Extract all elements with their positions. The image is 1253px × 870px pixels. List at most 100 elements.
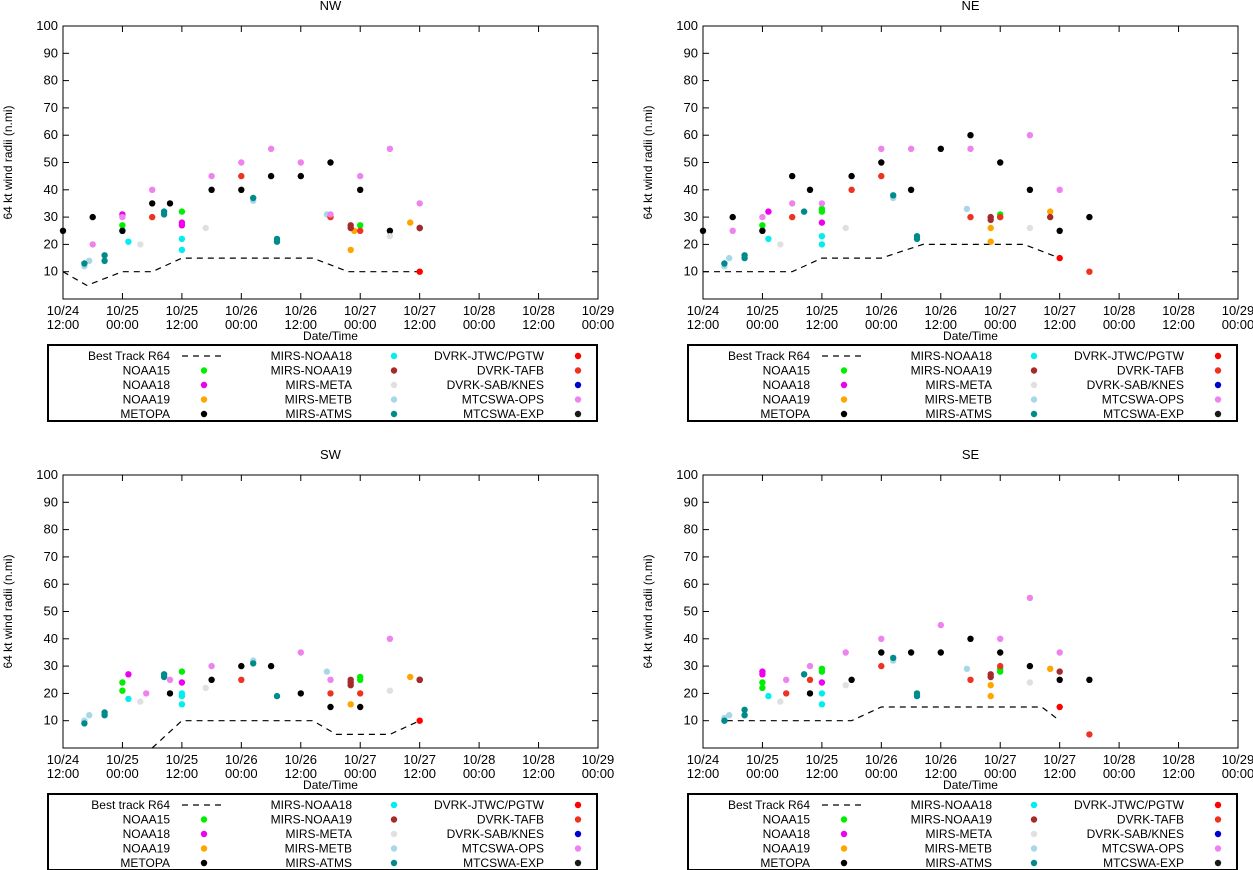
data-point (101, 252, 108, 259)
data-point (125, 238, 132, 245)
series-noaa19 (987, 665, 1054, 700)
plot-frame (702, 25, 1239, 300)
x-tick-label: 10/25 12:00 (166, 303, 199, 332)
data-point (937, 145, 944, 152)
x-tick-label: 10/28 00:00 (1103, 752, 1136, 781)
data-point (178, 222, 186, 229)
data-point (250, 660, 257, 667)
data-point (759, 222, 766, 229)
legend-label: MTCSWA-EXP (463, 407, 544, 421)
x-tick-label-date: 10/25 (106, 303, 139, 318)
y-tick-label: 60 (44, 127, 58, 142)
data-point (987, 682, 994, 689)
legend-dot-symbol (1030, 801, 1038, 809)
data-point (963, 205, 971, 213)
y-tick-label: 80 (684, 522, 698, 537)
data-point (386, 687, 394, 694)
data-point (386, 145, 394, 152)
legend-dot-symbol (840, 845, 848, 852)
x-tick-label-date: 10/25 (746, 752, 779, 767)
data-point (267, 662, 275, 670)
data-point (741, 706, 748, 713)
y-tick-label: 90 (684, 45, 698, 60)
x-tick-label-time: 00:00 (582, 317, 615, 332)
legend-dot-symbol (840, 381, 848, 389)
x-tick-label: 10/28 12:00 (1162, 752, 1195, 781)
data-point (800, 208, 808, 215)
data-point (907, 186, 915, 193)
legend-label: NOAA15 (123, 813, 171, 827)
data-point (125, 671, 132, 678)
x-tick-label-date: 10/27 (403, 303, 436, 318)
legend-label: NOAA18 (123, 378, 171, 392)
data-point (890, 192, 897, 199)
data-point (806, 690, 814, 697)
data-point (806, 676, 814, 683)
series-mirs-noaa18 (765, 690, 826, 708)
x-tick-label-time: 00:00 (865, 317, 898, 332)
legend-label: DVRK-SAB/KNES (1087, 827, 1184, 841)
data-point (913, 692, 921, 700)
legend-label: MIRS-METB (925, 393, 992, 407)
data-point (143, 690, 150, 697)
x-axis-label: Date/Time (943, 329, 998, 343)
best-track-line (151, 720, 420, 749)
legend-label: MTCSWA-EXP (1103, 856, 1184, 870)
data-point (238, 186, 245, 193)
data-point (347, 682, 354, 689)
data-point (967, 213, 974, 221)
x-tick-label: 10/28 00:00 (463, 303, 496, 332)
legend-dot-symbol (1030, 830, 1038, 838)
data-point (777, 698, 784, 705)
x-tick-label-date: 10/28 (1162, 303, 1195, 318)
data-point (416, 268, 423, 275)
data-point (783, 690, 790, 697)
data-point (119, 222, 126, 229)
legend-frame (47, 344, 598, 422)
series-mirs-noaa18 (125, 235, 186, 254)
x-tick-label-date: 10/28 (463, 303, 496, 318)
x-tick-label-time: 12:00 (166, 766, 199, 781)
data-point (1086, 213, 1093, 221)
x-tick-label-date: 10/26 (865, 752, 898, 767)
legend-label: MIRS-NOAA18 (271, 798, 353, 812)
x-tick-label: 10/25 00:00 (746, 752, 779, 781)
legend-dot-symbol (840, 396, 848, 403)
x-tick-label: 10/26 12:00 (285, 752, 318, 781)
legend-label: MTCSWA-OPS (1102, 393, 1184, 407)
data-point (759, 684, 766, 692)
x-tick-label-time: 12:00 (687, 766, 720, 781)
x-axis-label: Date/Time (943, 778, 998, 792)
data-point (987, 692, 994, 700)
data-point (357, 690, 364, 697)
x-tick-label: 10/24 12:00 (687, 752, 720, 781)
legend-label: MIRS-ATMS (926, 856, 992, 870)
data-point (842, 224, 849, 232)
data-point (347, 246, 354, 254)
x-tick-label-time: 12:00 (285, 766, 318, 781)
legend-dot-symbol (200, 410, 208, 418)
x-tick-label-date: 10/27 (344, 303, 377, 318)
legend-dot-symbol (1030, 845, 1038, 852)
data-point (357, 222, 364, 229)
legend-label: Best track R64 (91, 798, 170, 812)
x-tick-label-date: 10/27 (1043, 303, 1076, 318)
legend-dot-symbol (574, 816, 582, 823)
data-point (160, 673, 168, 681)
data-point (149, 186, 156, 193)
x-tick-label: 10/24 12:00 (47, 752, 80, 781)
x-tick-label: 10/27 12:00 (403, 752, 436, 781)
x-tick-label: 10/26 00:00 (865, 752, 898, 781)
legend-dot-symbol (1214, 816, 1222, 823)
data-point (997, 159, 1004, 166)
data-point (765, 692, 772, 700)
data-point (357, 676, 364, 683)
x-tick-label: 10/24 12:00 (687, 303, 720, 332)
data-point (721, 717, 728, 724)
x-tick-label-date: 10/26 (285, 303, 318, 318)
data-point (759, 213, 766, 221)
legend-label: MTCSWA-OPS (462, 393, 544, 407)
series-dvrk-tafb (783, 662, 1093, 738)
series-mtcswa-ops (729, 132, 1063, 234)
y-tick-label: 10 (44, 713, 58, 728)
